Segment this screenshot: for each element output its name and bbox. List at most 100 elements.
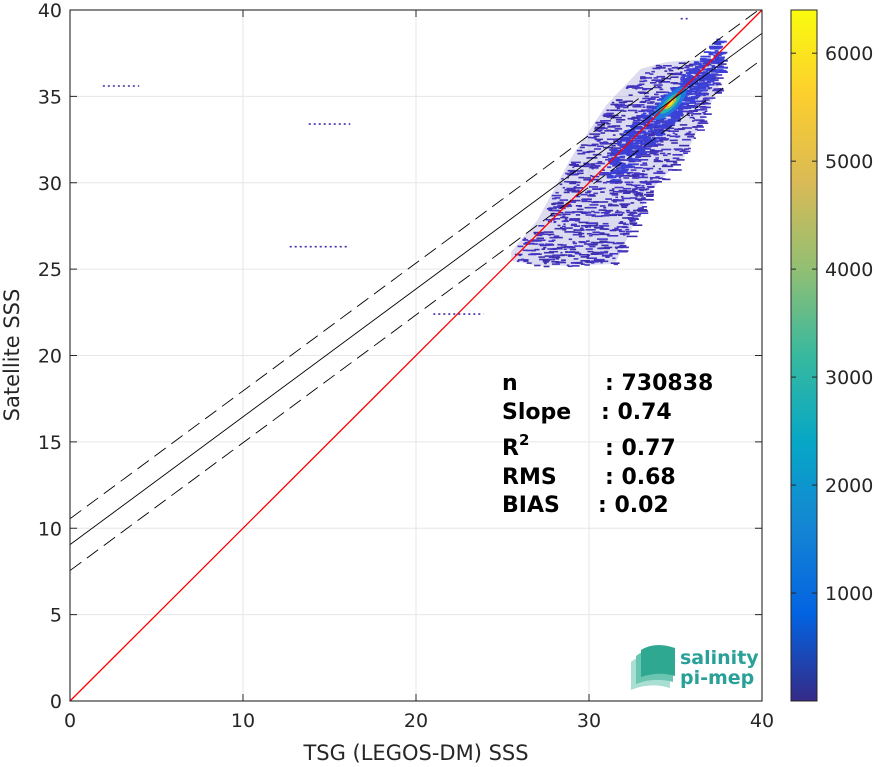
density-cell	[672, 111, 683, 114]
density-cell	[650, 120, 661, 123]
density-cell	[585, 222, 596, 225]
density-cell	[680, 128, 686, 130]
density-cell	[640, 208, 644, 210]
density-cell	[657, 128, 664, 130]
density-cell	[683, 110, 694, 113]
density-cell	[664, 158, 670, 161]
density-cell	[643, 134, 647, 136]
density-cell	[640, 181, 646, 184]
y-tick-label: 35	[38, 86, 62, 108]
density-cell	[653, 77, 659, 79]
density-cell	[634, 142, 638, 145]
density-cell	[632, 105, 642, 108]
density-cell	[681, 102, 691, 104]
density-cell	[619, 221, 624, 223]
density-cell	[593, 135, 600, 137]
density-cell	[704, 110, 708, 112]
density-cell	[611, 194, 619, 196]
density-cell	[562, 213, 566, 216]
density-cell	[667, 153, 671, 155]
density-cell	[636, 152, 647, 154]
density-cell	[697, 77, 704, 79]
density-cell	[682, 75, 694, 77]
density-cell	[557, 204, 565, 207]
density-cell	[689, 88, 699, 90]
density-cell	[553, 206, 564, 208]
density-cell	[555, 258, 559, 260]
density-cell	[548, 250, 559, 253]
density-cell	[609, 181, 613, 184]
density-cell	[598, 209, 607, 211]
density-cell	[605, 256, 610, 258]
density-cell	[638, 110, 645, 113]
density-cell	[628, 104, 639, 106]
density-cell	[533, 243, 538, 245]
density-cell	[607, 172, 616, 175]
density-cell	[602, 241, 610, 243]
density-cell	[573, 186, 577, 188]
density-cell	[590, 163, 596, 165]
density-cell	[659, 139, 669, 141]
density-cell	[555, 214, 562, 216]
density-cell	[544, 262, 547, 265]
density-cell	[536, 237, 544, 240]
density-cell	[642, 170, 646, 172]
density-cell	[555, 261, 567, 264]
density-cell	[637, 91, 646, 94]
density-cell	[670, 82, 678, 84]
density-cell	[582, 151, 591, 154]
density-cell	[619, 245, 627, 248]
density-cell	[625, 228, 630, 231]
density-cell	[627, 217, 635, 219]
density-cell	[640, 164, 648, 166]
density-cell	[617, 211, 622, 213]
density-cell	[666, 160, 677, 163]
x-tick-label: 40	[750, 710, 774, 732]
density-cell	[646, 195, 654, 197]
density-cell	[608, 204, 618, 206]
density-cell	[600, 132, 606, 134]
density-cell	[602, 181, 608, 184]
density-cell	[691, 135, 695, 138]
density-cell	[537, 233, 548, 235]
stat-value: : 730838	[605, 371, 713, 396]
density-cell	[633, 193, 643, 196]
density-cell	[666, 134, 671, 137]
density-cell	[631, 215, 641, 217]
density-cell	[620, 150, 627, 153]
density-cell	[614, 128, 623, 130]
density-cell	[694, 119, 705, 121]
density-cell	[550, 209, 560, 212]
density-cell	[711, 66, 717, 69]
density-cell	[523, 237, 527, 240]
density-cell	[629, 144, 639, 146]
density-cell	[672, 132, 675, 134]
density-cell	[552, 263, 560, 265]
density-cell	[702, 72, 710, 75]
density-cell	[642, 97, 652, 100]
density-cell	[564, 231, 575, 233]
y-tick-label: 10	[38, 518, 62, 540]
density-cell	[637, 176, 649, 179]
density-cell	[626, 235, 638, 238]
density-cell	[552, 256, 561, 259]
density-cell	[623, 106, 629, 109]
density-cell	[676, 107, 684, 110]
density-cell	[649, 152, 657, 155]
density-cell	[598, 130, 601, 133]
density-cell	[629, 223, 637, 225]
density-cell	[642, 88, 654, 90]
density-cell	[631, 184, 641, 187]
density-cell	[688, 85, 699, 88]
density-cell	[593, 258, 605, 261]
density-cell	[619, 155, 626, 158]
density-cell	[588, 226, 591, 228]
density-cell	[686, 106, 697, 109]
density-cell	[568, 164, 579, 166]
density-cell	[716, 83, 722, 86]
density-cell	[560, 216, 569, 219]
density-cell	[647, 130, 657, 132]
density-cell	[570, 262, 577, 264]
density-cell	[642, 145, 652, 148]
